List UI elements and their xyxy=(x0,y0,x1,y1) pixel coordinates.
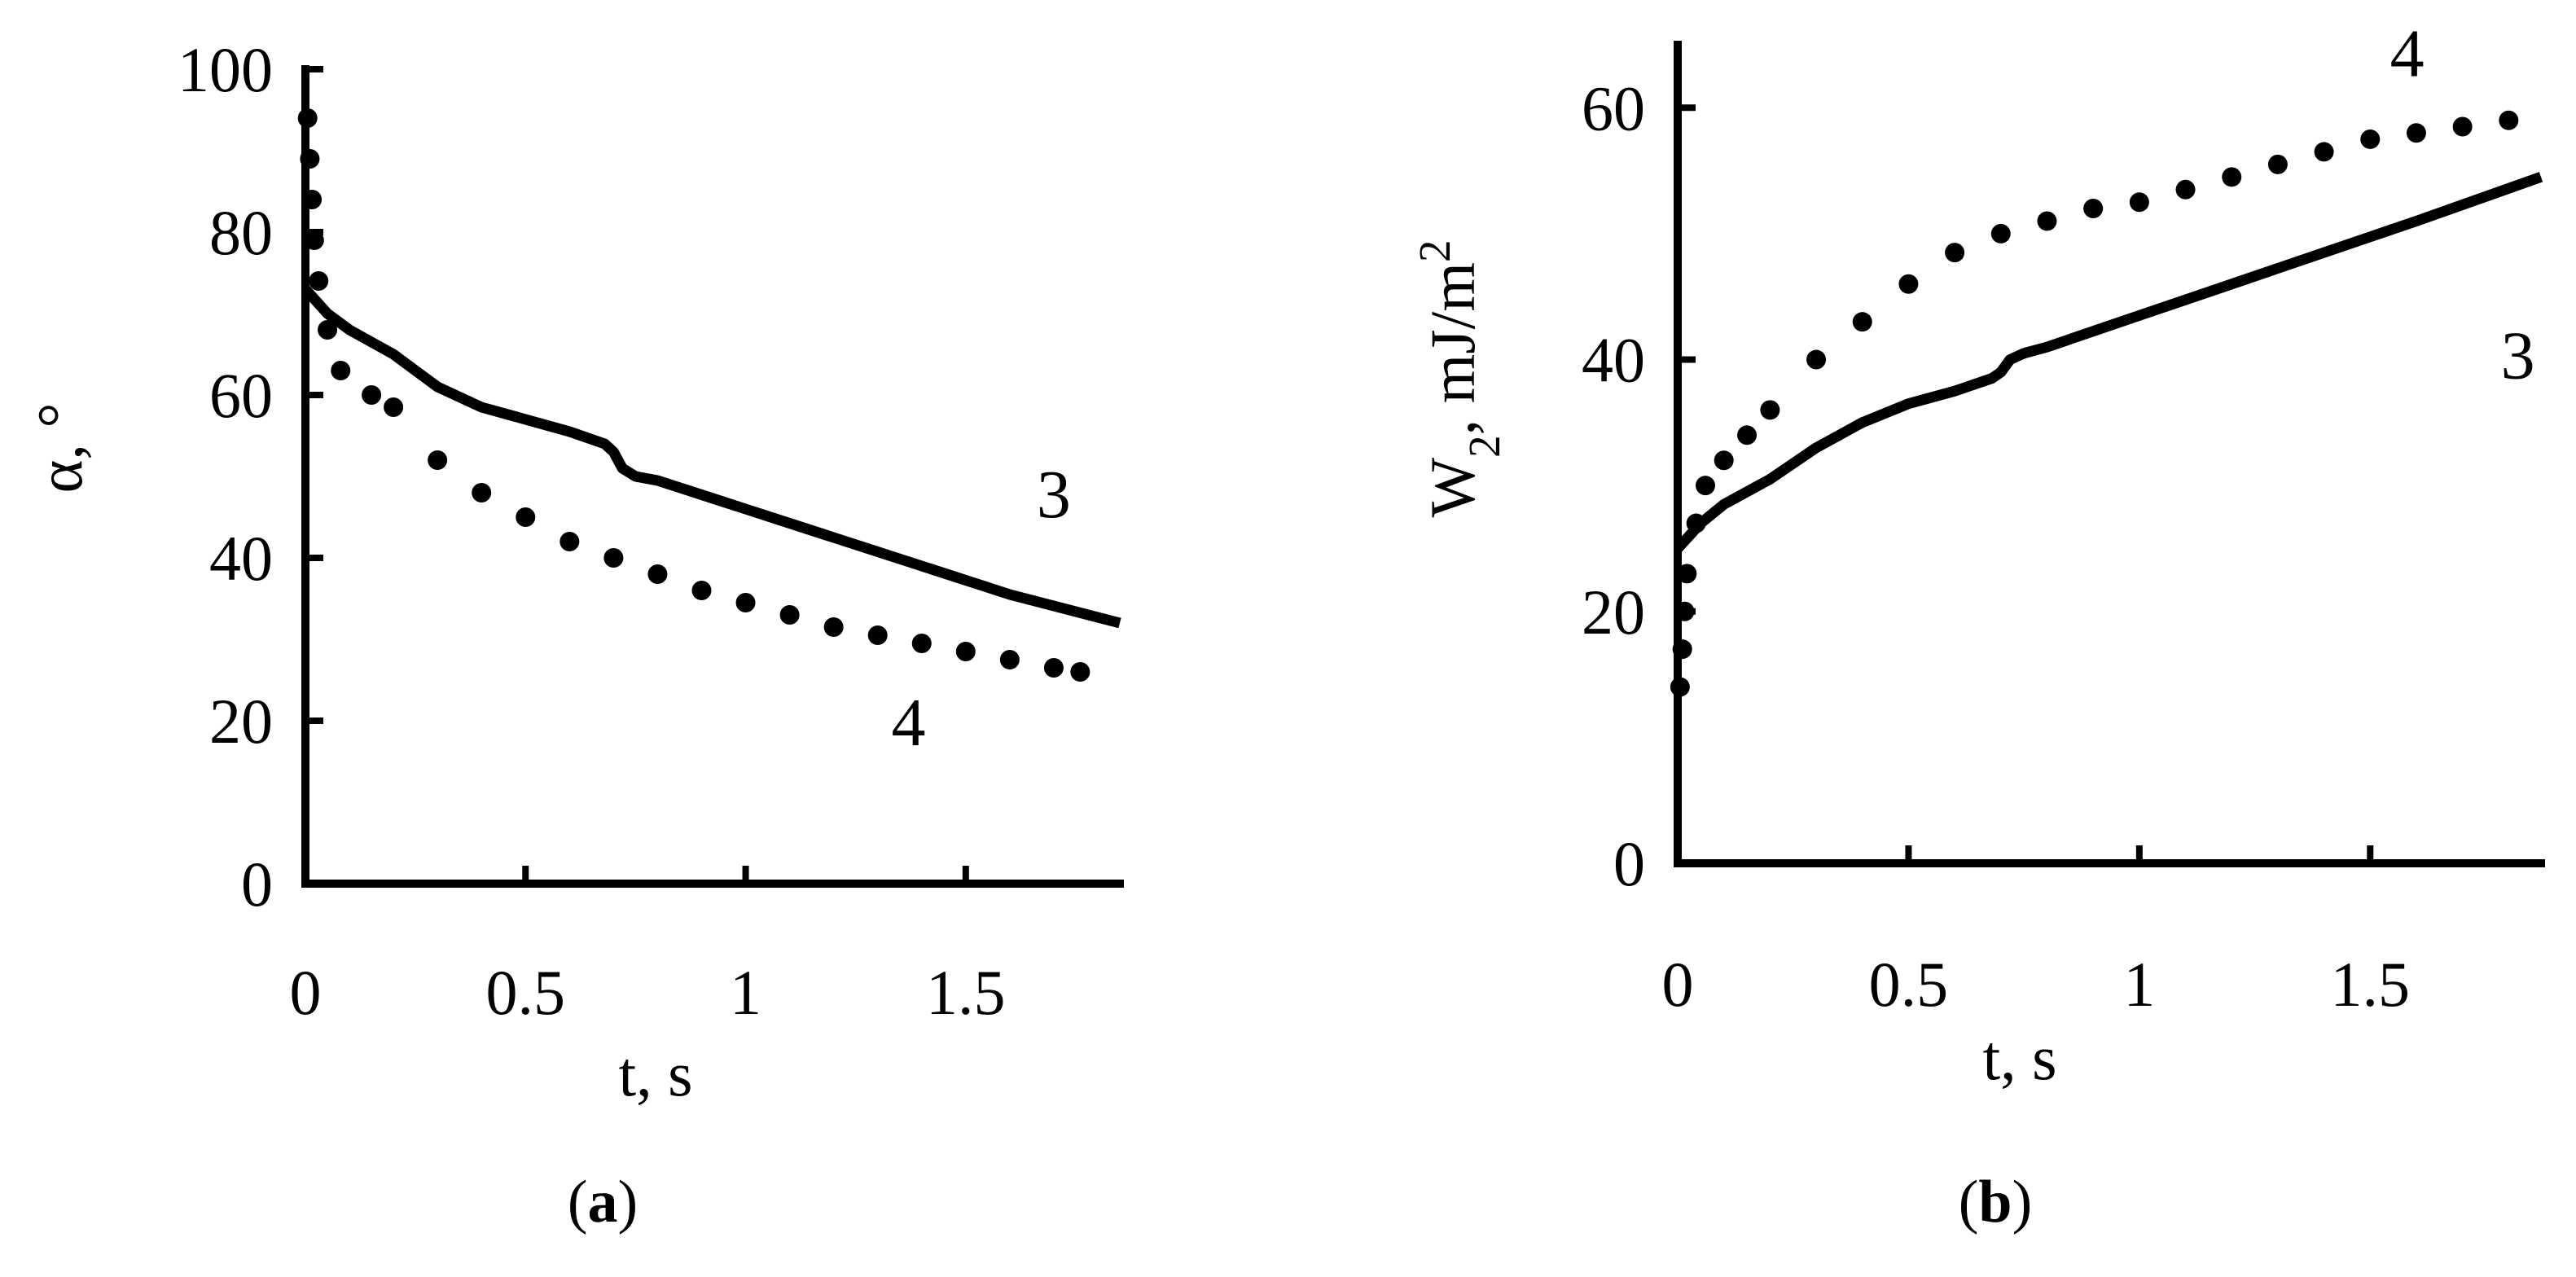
series-4-point xyxy=(647,564,668,584)
series-4-point xyxy=(2499,110,2519,130)
series-4-point xyxy=(955,642,976,661)
series-4-point xyxy=(1686,513,1706,533)
series-4-point xyxy=(2129,192,2149,213)
y-axis-title: W2, mJ/m2 xyxy=(1410,240,1509,518)
series-4-point xyxy=(1945,243,1965,263)
series-4-point xyxy=(2267,154,2288,174)
y-axis-title: α, ° xyxy=(24,402,95,493)
series-4-point xyxy=(1670,677,1690,697)
series-4-point xyxy=(472,483,492,502)
panel-label-letter: a xyxy=(588,1169,618,1235)
series-4-point xyxy=(384,397,404,417)
y-tick-label: 20 xyxy=(209,686,273,757)
series-4-point xyxy=(297,108,318,128)
series-4-point xyxy=(1714,450,1734,471)
x-tick-label: 1 xyxy=(2123,949,2155,1020)
y-tick-label: 60 xyxy=(209,360,273,431)
series-4-point xyxy=(331,361,351,380)
series-4-point xyxy=(2452,116,2473,137)
x-tick-label: 0 xyxy=(1662,949,1694,1020)
series-4-point xyxy=(1677,564,1697,584)
series-4-point xyxy=(1852,312,1872,332)
series-4-point xyxy=(2406,123,2426,143)
y-axis-title-main: W xyxy=(1417,458,1488,518)
series-4-point xyxy=(735,593,756,612)
series-4-point xyxy=(1672,639,1692,660)
series-4-point xyxy=(2083,199,2104,218)
series-4-point xyxy=(691,581,712,600)
series-label-3: 3 xyxy=(2501,318,2535,394)
y-tick-label: 100 xyxy=(178,34,273,105)
y-axis-title-rest: , mJ/m xyxy=(1417,262,1488,435)
series-4-point xyxy=(999,650,1020,669)
series-label-4: 4 xyxy=(892,685,926,761)
series-4-point xyxy=(304,230,324,250)
series-4-point xyxy=(428,450,448,470)
series-4-point xyxy=(516,507,536,527)
x-tick-label: 0 xyxy=(290,957,322,1028)
series-4-point xyxy=(1070,662,1091,682)
series-4-point xyxy=(362,385,382,405)
series-4-point xyxy=(1674,601,1695,621)
series-4-point xyxy=(1760,400,1780,420)
panel-label-close: ) xyxy=(618,1169,639,1235)
series-4-point xyxy=(1696,476,1716,496)
series-4-point xyxy=(300,149,320,169)
series-4-point xyxy=(302,190,323,209)
x-axis-title: t, s xyxy=(1982,1022,2056,1093)
panel-label-a: (a) xyxy=(568,1169,638,1235)
series-4-point xyxy=(1898,274,1919,294)
series-label-3: 3 xyxy=(1037,457,1071,533)
y-tick-label: 60 xyxy=(1582,72,1645,143)
series-4-point xyxy=(2360,129,2381,149)
series-4-point xyxy=(1990,223,2011,244)
series-4-point xyxy=(309,271,329,291)
y-tick-label: 0 xyxy=(241,849,273,919)
x-tick-label: 1.5 xyxy=(2331,949,2411,1020)
series-4-point xyxy=(2175,179,2196,200)
panel-label-letter: b xyxy=(1978,1169,2012,1235)
y-axis-title-sup: 2 xyxy=(1410,240,1459,263)
series-4-point xyxy=(867,625,888,645)
panel-label-close: ) xyxy=(2012,1169,2033,1235)
x-tick-label: 1.5 xyxy=(926,957,1006,1028)
y-axis-title-sub: 2 xyxy=(1459,435,1509,458)
series-4-point xyxy=(560,532,580,551)
series-label-4: 4 xyxy=(2390,16,2425,92)
y-tick-label: 40 xyxy=(1582,325,1645,396)
x-tick-label: 1 xyxy=(730,957,761,1028)
panel-a: 0 0.5 1 1.5 0 20 40 60 80 100 t, s α, ° 3 4 (a) xyxy=(24,34,1124,1235)
series-4-point xyxy=(2037,211,2057,231)
series-4-point xyxy=(2222,167,2242,187)
y-tick-label: 80 xyxy=(209,197,273,268)
panel-label-open: ( xyxy=(568,1169,588,1235)
x-tick-label: 0.5 xyxy=(486,957,566,1028)
series-4-point xyxy=(1806,349,1827,370)
series-4-point xyxy=(1737,425,1758,445)
series-4-point xyxy=(779,605,800,625)
series-4-point xyxy=(823,617,844,637)
series-3-line xyxy=(1674,172,2543,552)
y-tick-label: 40 xyxy=(209,523,273,594)
y-tick-label: 0 xyxy=(1613,828,1645,899)
panel-label-open: ( xyxy=(1959,1169,1979,1235)
y-tick-label: 20 xyxy=(1582,577,1645,647)
series-4-point xyxy=(603,548,624,568)
panel-label-b: (b) xyxy=(1959,1169,2032,1235)
x-tick-label: 0.5 xyxy=(1869,949,1949,1020)
x-axis-title: t, s xyxy=(618,1038,692,1109)
series-4-point xyxy=(2314,142,2334,162)
series-4-point xyxy=(1043,658,1064,678)
series-3-line xyxy=(301,285,1121,629)
series-4-point xyxy=(911,634,932,653)
series-4-point xyxy=(318,320,338,340)
